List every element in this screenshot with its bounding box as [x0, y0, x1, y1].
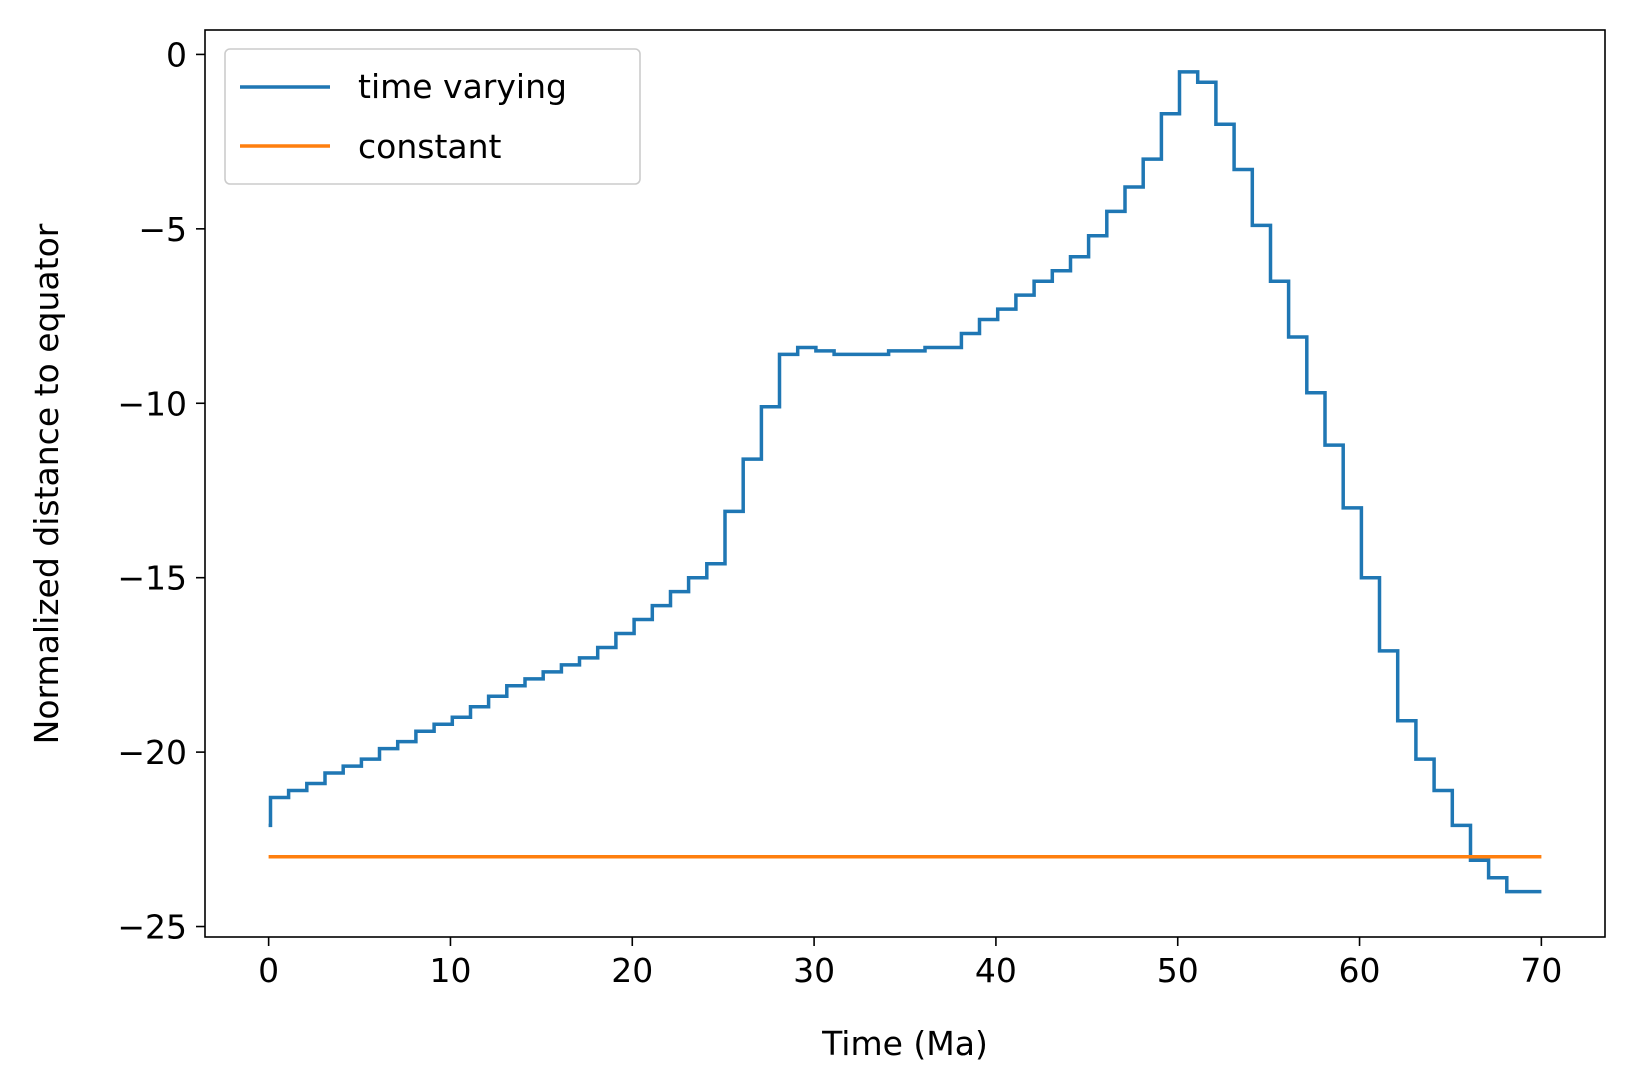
x-tick-label: 20	[611, 951, 653, 990]
y-tick-label: −10	[117, 384, 187, 423]
x-tick-label: 40	[975, 951, 1017, 990]
legend-box	[224, 48, 641, 185]
y-axis-label: Normalized distance to equator	[27, 223, 66, 744]
y-tick-label: −5	[138, 210, 187, 249]
x-tick-label: 50	[1157, 951, 1199, 990]
y-axis-ticks: 0 −5 −10 −15 −20 −25	[117, 35, 205, 947]
x-tick-label: 30	[793, 951, 835, 990]
legend-label-constant: constant	[358, 127, 502, 166]
series-layer	[268, 70, 1542, 894]
y-tick-label: −25	[117, 908, 187, 947]
legend-label-time-varying: time varying	[358, 67, 567, 106]
legend: time varying constant	[224, 48, 641, 185]
x-tick-label: 60	[1339, 951, 1381, 990]
x-tick-label: 0	[258, 951, 279, 990]
x-tick-label: 70	[1520, 951, 1562, 990]
x-axis-ticks: 0 10 20 30 40 50 60 70	[258, 937, 1562, 990]
x-axis-label: Time (Ma)	[821, 1024, 988, 1063]
y-tick-label: −20	[117, 733, 187, 772]
x-tick-label: 10	[429, 951, 471, 990]
y-tick-label: 0	[166, 35, 187, 74]
y-tick-label: −15	[117, 559, 187, 598]
series-line-time-varying	[268, 70, 1542, 894]
axes-frame	[204, 29, 1606, 938]
